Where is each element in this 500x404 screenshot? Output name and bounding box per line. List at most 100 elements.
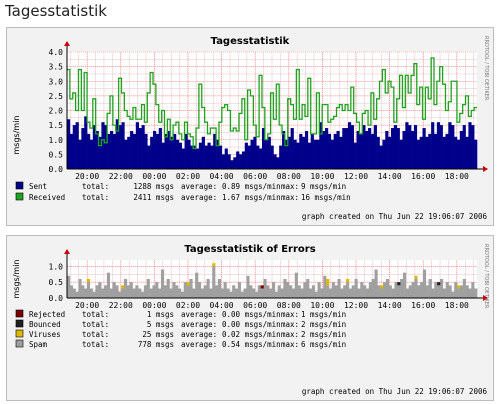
spam-bar bbox=[459, 285, 464, 298]
viruses-bar bbox=[121, 285, 125, 289]
legend-average-value: 0.54 msgs/min bbox=[222, 340, 281, 349]
spam-bar bbox=[360, 282, 364, 298]
legend-average-value: 0.00 msgs/min bbox=[222, 310, 281, 319]
rejected-bar bbox=[260, 285, 264, 289]
spam-bar bbox=[67, 275, 71, 298]
sent-bar bbox=[253, 136, 257, 169]
spam-bar bbox=[374, 269, 378, 298]
legend-total-value: 1288 msgs bbox=[133, 182, 174, 191]
spam-bar bbox=[69, 285, 73, 298]
legend-swatch bbox=[15, 309, 24, 318]
spam-bar bbox=[311, 285, 316, 298]
sent-bar bbox=[431, 122, 435, 169]
sent-bar bbox=[270, 145, 274, 169]
sent-bar bbox=[175, 139, 180, 169]
spam-bar bbox=[257, 285, 261, 298]
spam-bar bbox=[454, 282, 458, 298]
sent-bar bbox=[75, 122, 79, 169]
bounced-bar bbox=[437, 282, 441, 286]
legend-total-value: 25 msgs bbox=[142, 330, 174, 339]
sent-bar bbox=[135, 122, 139, 169]
sent-bar bbox=[411, 130, 415, 169]
x-tick-label: 22:00 bbox=[109, 301, 133, 310]
spam-bar bbox=[249, 285, 253, 298]
sent-bar bbox=[210, 145, 214, 169]
spam-bar bbox=[186, 285, 190, 298]
sent-bar bbox=[124, 139, 128, 169]
graph-title: Tagesstatistik of Errors bbox=[184, 244, 315, 255]
sent-bar bbox=[296, 142, 300, 169]
spam-bar bbox=[234, 288, 239, 298]
sent-bar bbox=[345, 128, 349, 169]
spam-bar bbox=[451, 291, 455, 298]
sent-bar bbox=[454, 136, 458, 169]
sent-bar bbox=[287, 136, 291, 169]
sent-bar bbox=[190, 145, 194, 169]
sent-bar bbox=[207, 142, 211, 169]
sent-bar bbox=[261, 128, 266, 169]
spam-bar bbox=[334, 285, 338, 298]
x-tick-label: 06:00 bbox=[243, 172, 267, 181]
sent-bar bbox=[342, 128, 346, 169]
spam-bar bbox=[220, 288, 224, 298]
sent-bar bbox=[112, 133, 117, 169]
x-tick-label: 02:00 bbox=[176, 301, 200, 310]
spam-bar bbox=[397, 285, 401, 298]
spam-bar bbox=[394, 282, 398, 298]
sent-bar bbox=[218, 145, 223, 169]
sent-bar bbox=[339, 136, 343, 169]
x-tick-label: 20:00 bbox=[75, 172, 99, 181]
sent-bar bbox=[89, 139, 94, 169]
spam-bar bbox=[283, 279, 287, 298]
legend-max-label: max: bbox=[281, 340, 299, 349]
sent-bar bbox=[419, 136, 423, 169]
sent-bar bbox=[439, 125, 443, 169]
y-tick-label: 1.0 bbox=[49, 262, 64, 271]
sent-bar bbox=[365, 130, 369, 169]
legend-swatch bbox=[15, 192, 24, 201]
legend-swatch bbox=[15, 319, 24, 328]
legend-max-label: max: bbox=[281, 320, 299, 329]
sent-bar bbox=[170, 136, 174, 169]
spam-bar bbox=[294, 272, 298, 298]
sent-bar bbox=[273, 154, 277, 169]
spam-bar bbox=[155, 282, 159, 298]
spam-bar bbox=[84, 288, 88, 298]
spam-bar bbox=[368, 282, 372, 298]
sent-bar bbox=[204, 145, 208, 169]
sent-bar bbox=[224, 148, 228, 169]
spam-bar bbox=[272, 282, 276, 298]
spam-bar bbox=[237, 282, 241, 298]
x-tick-label: 12:00 bbox=[344, 301, 368, 310]
sent-bar bbox=[198, 142, 203, 169]
sent-bar bbox=[216, 139, 220, 169]
legend-series-name: Sent bbox=[29, 182, 47, 191]
sent-bar bbox=[184, 133, 188, 169]
sent-bar bbox=[69, 133, 74, 169]
viruses-bar bbox=[86, 279, 91, 283]
sent-bar bbox=[322, 130, 326, 169]
spam-bar bbox=[98, 282, 102, 298]
x-tick-label: 08:00 bbox=[277, 301, 301, 310]
spam-bar bbox=[331, 282, 335, 298]
spam-bar bbox=[402, 272, 407, 298]
x-tick-label: 14:00 bbox=[378, 301, 402, 310]
sent-bar bbox=[67, 119, 71, 169]
spam-bar bbox=[442, 288, 446, 298]
spam-bar bbox=[149, 288, 153, 298]
spam-bar bbox=[434, 282, 438, 298]
spam-bar bbox=[314, 291, 318, 298]
legend-max-label: max: bbox=[281, 193, 299, 202]
spam-bar bbox=[326, 285, 330, 298]
spam-bar bbox=[289, 285, 293, 298]
spam-bar bbox=[178, 288, 182, 298]
sent-bar bbox=[451, 125, 455, 169]
sent-bar bbox=[428, 133, 432, 169]
legend-total-label: total: bbox=[82, 193, 109, 202]
spam-bar bbox=[291, 288, 296, 298]
y-tick-label: 1.5 bbox=[49, 121, 64, 130]
spam-bar bbox=[297, 285, 301, 298]
sent-bar bbox=[244, 142, 248, 169]
sent-bar bbox=[259, 148, 263, 169]
sent-bar bbox=[442, 136, 446, 169]
